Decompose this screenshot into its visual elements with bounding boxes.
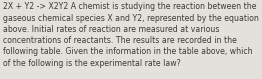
- Text: 2X + Y2 -> X2Y2 A chemist is studying the reaction between the
gaseous chemical : 2X + Y2 -> X2Y2 A chemist is studying th…: [3, 2, 259, 68]
